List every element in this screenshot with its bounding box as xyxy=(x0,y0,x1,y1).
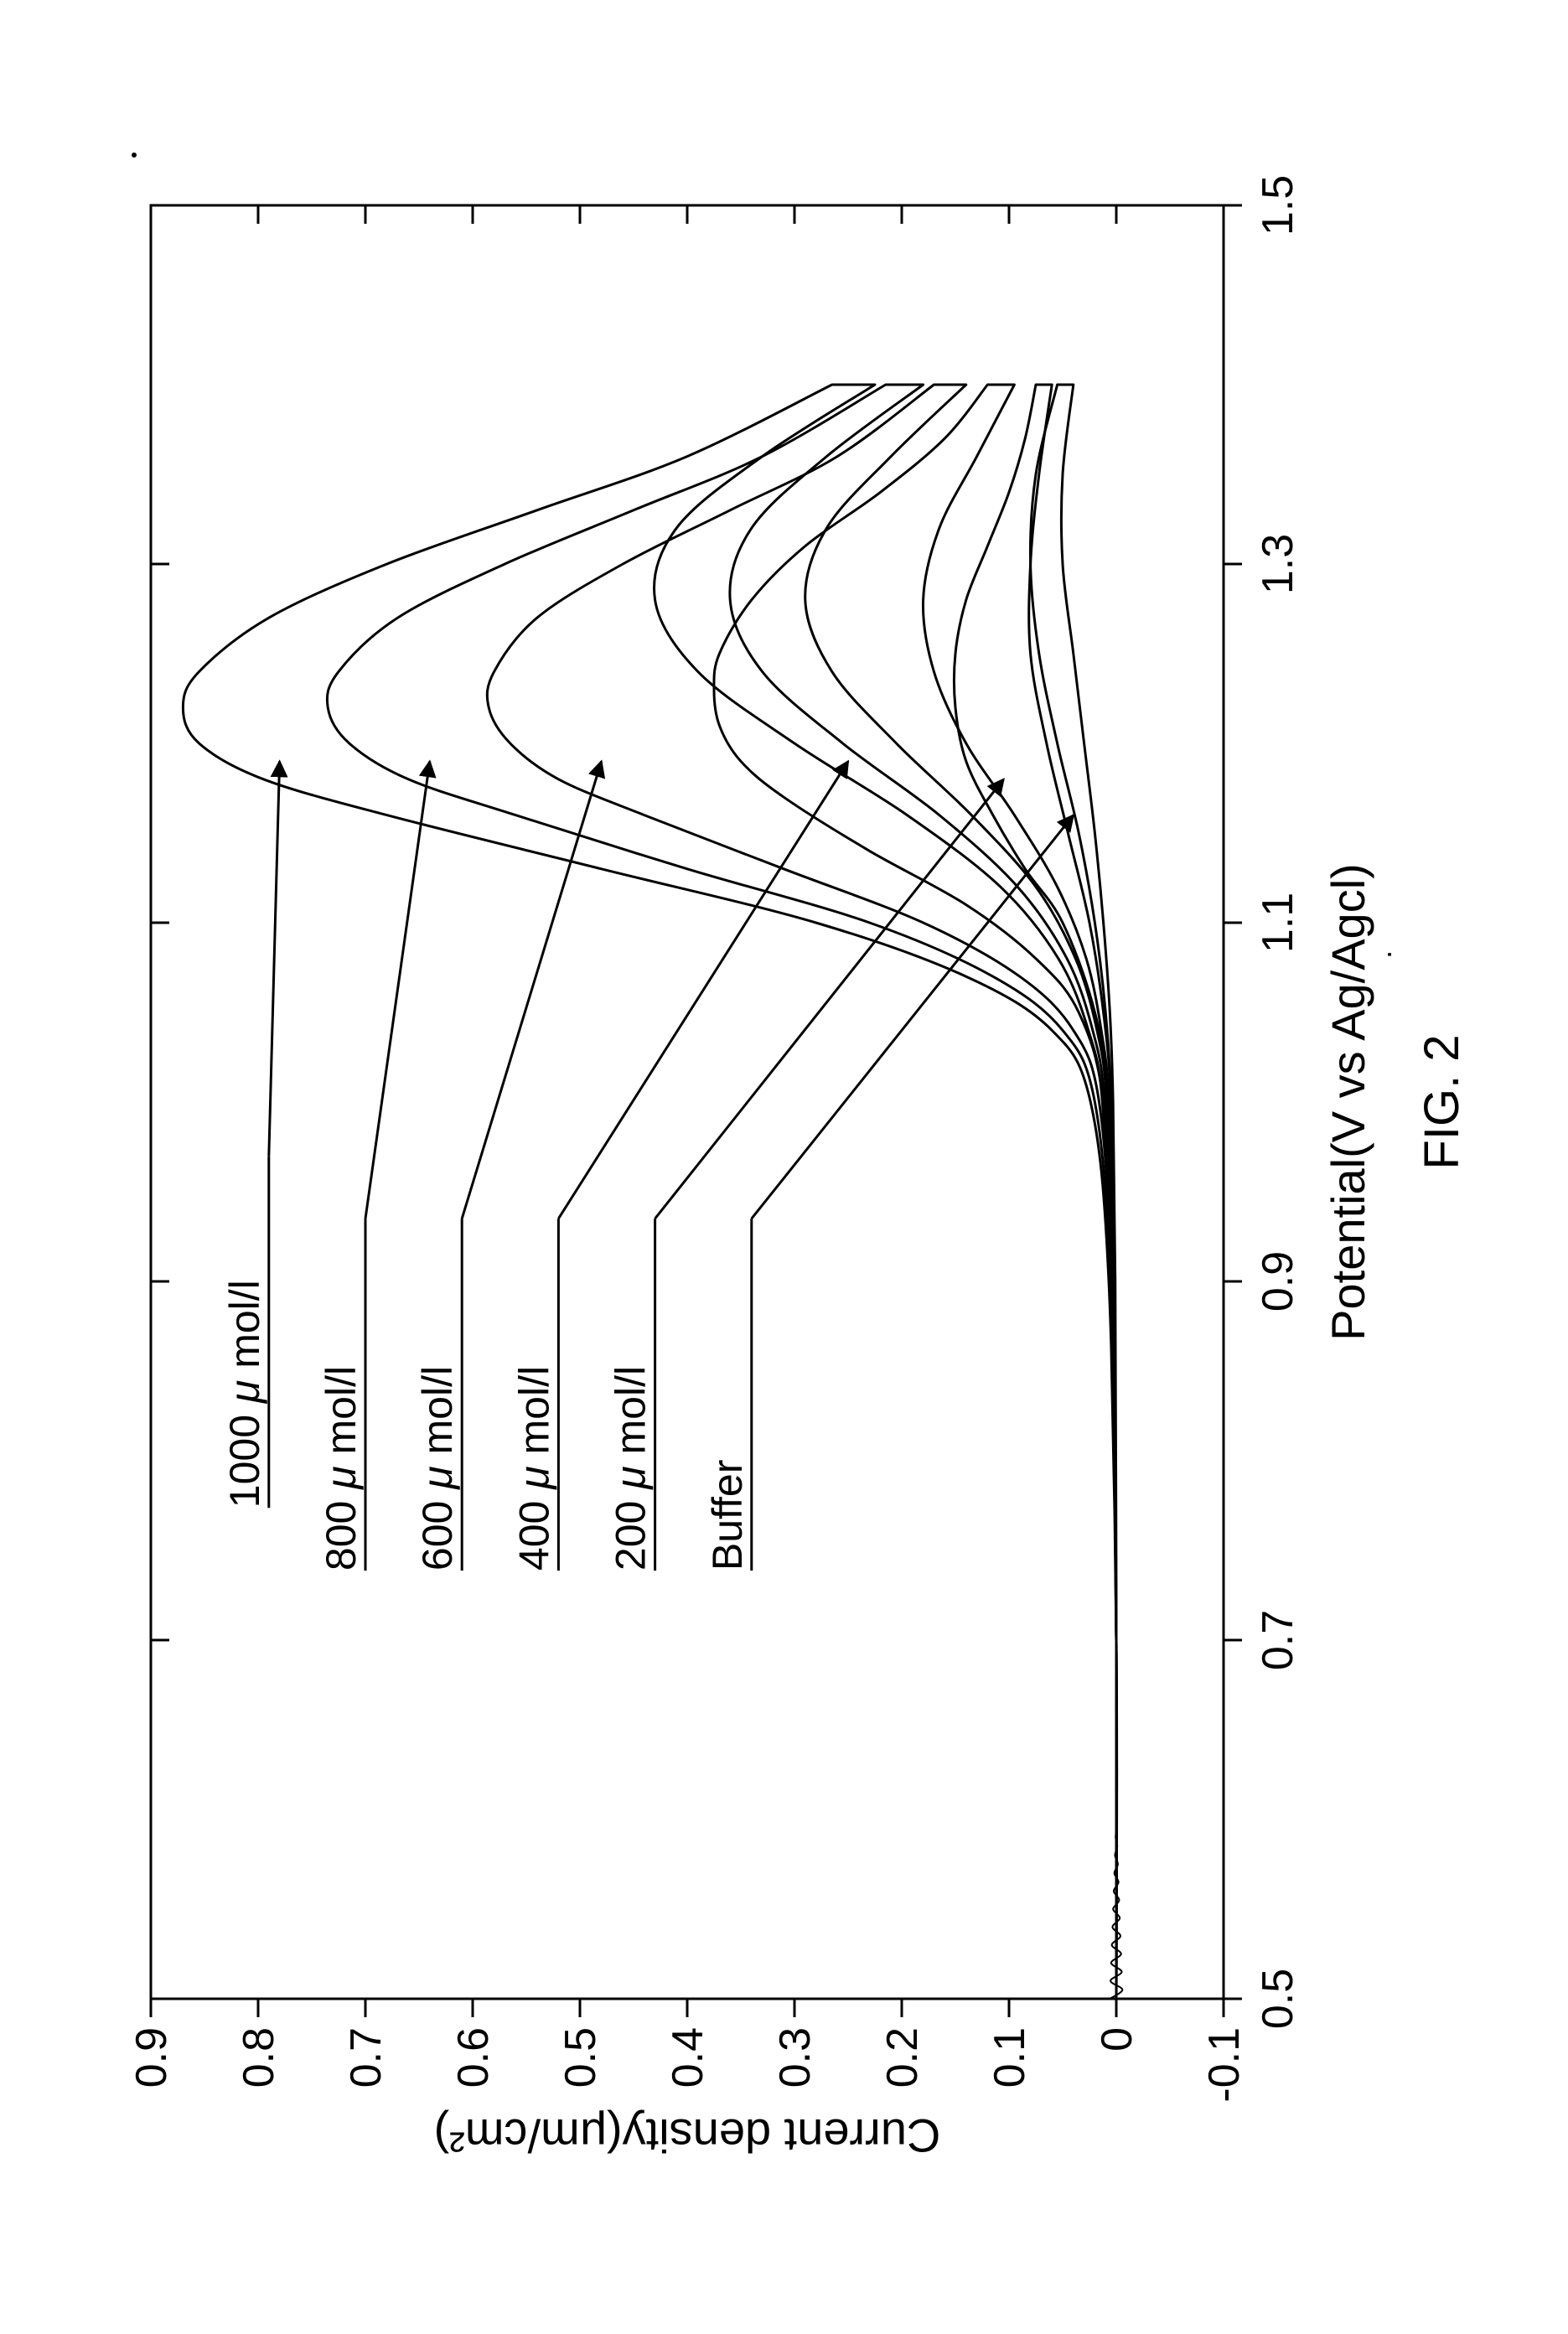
y-tick-label: 0.8 xyxy=(235,2027,283,2088)
series-leader-c1000 xyxy=(269,761,280,1156)
series-leader-c200 xyxy=(655,779,1004,1219)
y-tick-label: 0.7 xyxy=(342,2027,391,2088)
series-label-c200: 200 μ mol/l xyxy=(608,1366,655,1571)
series-c600 xyxy=(487,385,1116,1999)
y-tick-label: 0.1 xyxy=(986,2027,1034,2088)
y-tick-label: 0.5 xyxy=(556,2027,605,2088)
x-tick-label: 1.3 xyxy=(1254,534,1302,594)
series-label-buffer: Buffer xyxy=(704,1460,751,1571)
y-tick-label: 0.2 xyxy=(878,2027,927,2088)
series-c1000 xyxy=(183,385,1116,1999)
series-leader-c800 xyxy=(365,761,430,1219)
series-label-c1000: 1000 μ mol/l xyxy=(221,1280,268,1508)
y-tick-label: -0.1 xyxy=(1200,2027,1249,2103)
series-c800 xyxy=(327,385,1116,1999)
y-axis-label: Current density(μm/cm²) xyxy=(434,2109,941,2162)
x-tick-label: 0.5 xyxy=(1254,1969,1302,2029)
y-tick-label: 0.3 xyxy=(771,2027,820,2088)
y-tick-label: 0 xyxy=(1093,2027,1141,2052)
y-tick-label: 0.9 xyxy=(127,2027,176,2088)
x-tick-label: 1.5 xyxy=(1254,175,1302,235)
scan-speck: . xyxy=(1364,950,1398,959)
series-leader-c600 xyxy=(462,761,601,1219)
series-label-c600: 600 μ mol/l xyxy=(414,1366,461,1571)
voltammogram-chart: 0.5 0.7 0.9 1.1 1.3 1.5 -0.1 0 0.1 0.2 0.3 0.4 0.5 0.… xyxy=(0,0,1568,2334)
series-leader-c400 xyxy=(558,761,848,1219)
series-label-c800: 800 μ mol/l xyxy=(318,1366,365,1571)
y-tick-label: 0.6 xyxy=(449,2027,498,2088)
x-axis-label: Potential(V vs Ag/Agcl) xyxy=(1322,863,1374,1341)
scan-speck xyxy=(132,153,137,158)
x-tick-label: 0.9 xyxy=(1254,1251,1302,1312)
figure-stage: 0.5 0.7 0.9 1.1 1.3 1.5 -0.1 0 0.1 0.2 0.3 0.4 0.5 0.… xyxy=(0,0,1568,2334)
series-label-c400: 400 μ mol/l xyxy=(510,1366,557,1571)
x-tick-label: 1.1 xyxy=(1254,893,1302,953)
y-tick-label: 0.4 xyxy=(664,2027,712,2088)
figure-caption: FIG. 2 xyxy=(1415,1034,1469,1169)
x-tick-label: 0.7 xyxy=(1254,1610,1302,1670)
